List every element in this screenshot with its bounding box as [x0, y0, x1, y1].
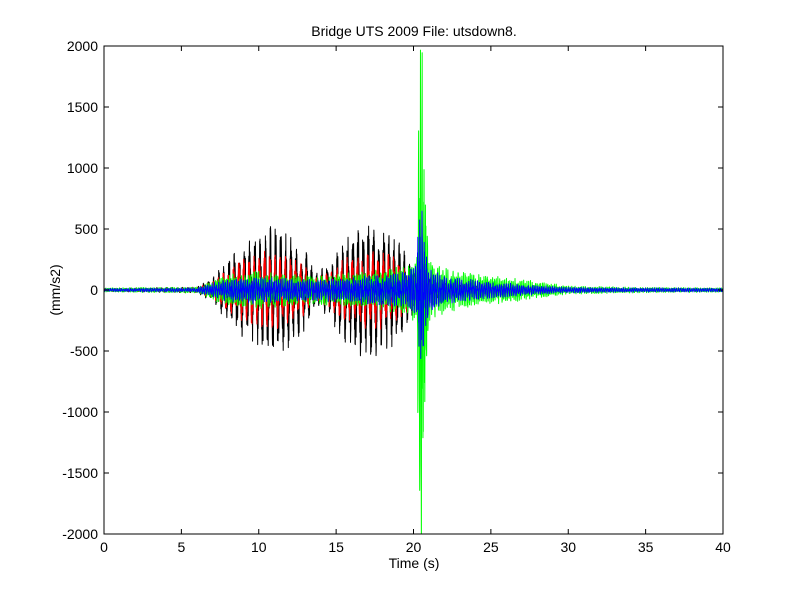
y-tick-label: -1500 — [62, 465, 98, 481]
y-axis-label: (mm/s2) — [47, 264, 63, 315]
x-tick-label: 30 — [560, 539, 576, 555]
y-tick-label: -1000 — [62, 404, 98, 420]
y-tick-label: -2000 — [62, 526, 98, 542]
x-tick-label: 35 — [638, 539, 654, 555]
y-tick-label: 1500 — [67, 99, 98, 115]
y-tick-label: 0 — [90, 282, 98, 298]
series-line-4 — [104, 210, 723, 359]
y-tick-label: 500 — [75, 221, 99, 237]
y-tick-label: -500 — [70, 343, 98, 359]
x-tick-label: 25 — [483, 539, 499, 555]
x-tick-label: 40 — [715, 539, 731, 555]
chart-title: Bridge UTS 2009 File: utsdown8. — [311, 23, 516, 39]
x-tick-label: 0 — [100, 539, 108, 555]
x-axis: 0 5 10 15 20 25 30 35 40 — [100, 46, 731, 555]
series-layer — [104, 49, 723, 534]
x-tick-label: 5 — [177, 539, 185, 555]
y-tick-label: 2000 — [67, 38, 98, 54]
x-tick-label: 20 — [406, 539, 422, 555]
x-tick-label: 10 — [251, 539, 267, 555]
x-axis-label: Time (s) — [389, 555, 440, 571]
y-tick-label: 1000 — [67, 160, 98, 176]
y-axis: -2000 -1500 -1000 -500 0 500 1000 1500 2000 — [62, 38, 723, 542]
x-tick-label: 15 — [328, 539, 344, 555]
